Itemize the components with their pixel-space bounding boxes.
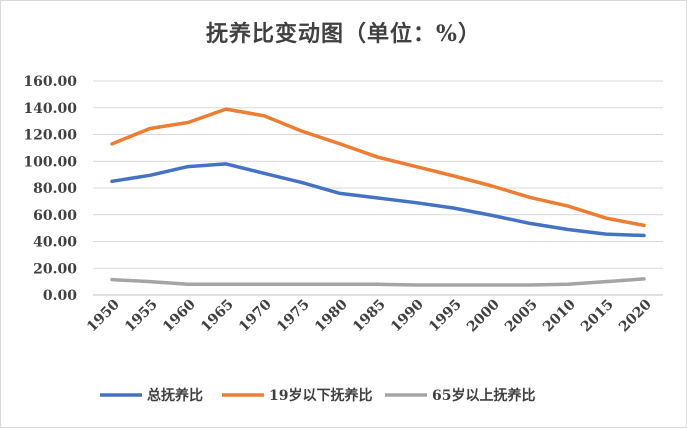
x-tick-label: 2000	[464, 296, 503, 335]
x-tick-label: 1990	[388, 296, 427, 335]
y-tick-label: 20.00	[33, 261, 77, 277]
x-tick-label: 1975	[274, 297, 313, 336]
legend-label-3: 65岁以上抚养比	[432, 387, 535, 404]
grid-lines	[93, 80, 663, 296]
x-tick-label: 1955	[122, 297, 161, 336]
x-tick-label: 1985	[350, 297, 389, 336]
legend: 总抚养比 19岁以下抚养比 65岁以上抚养比	[100, 387, 535, 404]
y-tick-label: 160.00	[23, 74, 77, 90]
legend-label-1: 总抚养比	[147, 387, 203, 404]
x-axis-labels: 1950 1955 1960 1965 1970 1975 1980 1985 1990 1995…	[84, 296, 655, 335]
y-tick-label: 40.00	[33, 235, 77, 251]
y-tick-label: 140.00	[23, 101, 77, 117]
x-tick-label: 2020	[616, 296, 655, 335]
y-tick-label: 80.00	[33, 181, 77, 197]
y-tick-label: 100.00	[23, 154, 77, 170]
legend-label-2: 19岁以下抚养比	[269, 387, 372, 404]
x-tick-label: 1965	[198, 297, 237, 336]
series-line-1	[110, 162, 646, 238]
chart-title: 抚养比变动图（单位：%）	[206, 21, 481, 47]
x-tick-label: 1950	[84, 296, 123, 335]
x-tick-label: 2005	[502, 297, 541, 336]
x-tick-label: 2015	[578, 297, 617, 336]
x-tick-label: 1970	[236, 296, 275, 335]
x-tick-label: 1980	[312, 296, 351, 335]
y-tick-label: 60.00	[33, 208, 77, 224]
y-axis-labels: 0.00 20.00 40.00 60.00 80.00 100.00 120.00 140.…	[23, 74, 77, 304]
series-line-2	[110, 107, 646, 228]
y-tick-label: 120.00	[23, 128, 77, 144]
x-tick-label: 2010	[540, 296, 579, 335]
x-tick-label: 1960	[160, 296, 199, 335]
x-tick-label: 1995	[426, 297, 465, 336]
series-lines	[110, 107, 646, 287]
y-tick-label: 0.00	[43, 288, 77, 304]
series-line-3	[110, 277, 646, 287]
